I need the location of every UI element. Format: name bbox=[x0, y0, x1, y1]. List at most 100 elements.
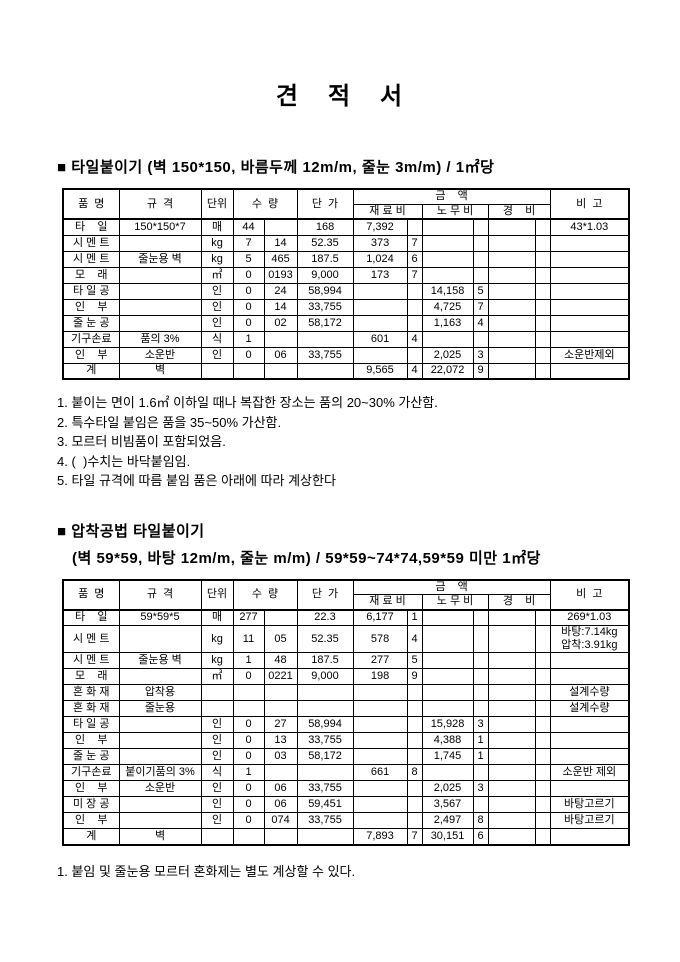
cell-qty-dec: 02 bbox=[263, 314, 298, 332]
cell-expense-dec bbox=[534, 218, 551, 236]
cell-expense bbox=[487, 684, 536, 701]
cell-remark: 설계수량 bbox=[549, 684, 630, 701]
cell-remark: 소운반제외 bbox=[549, 346, 630, 364]
cell-qty-int: 0 bbox=[232, 298, 265, 316]
cell-unit-price: 59,451 bbox=[296, 796, 354, 813]
cell-labor bbox=[421, 609, 474, 626]
cell-qty-dec: 48 bbox=[263, 652, 298, 669]
cell-unit-price: 33,755 bbox=[296, 346, 354, 364]
cell-item: 인 부 bbox=[62, 780, 120, 797]
cell-item: 줄 눈 공 bbox=[62, 748, 120, 765]
cell-labor: 2,025 bbox=[421, 780, 474, 797]
cell-remark bbox=[549, 362, 630, 380]
cell-spec: 150*150*7 bbox=[118, 218, 202, 236]
cell-unit-price bbox=[296, 684, 354, 701]
cell-labor-dec bbox=[472, 266, 489, 284]
section2-heading: ■ 압착공법 타일붙이기 bbox=[57, 522, 205, 540]
cell-material bbox=[352, 346, 408, 364]
cell-expense-dec bbox=[534, 625, 551, 653]
cell-expense-dec bbox=[534, 812, 551, 829]
cell-labor: 4,725 bbox=[421, 298, 474, 316]
table-row: 인 부 인 0 13 33,755 4,388 1 bbox=[62, 732, 630, 749]
col-header-qty: 수 량 bbox=[232, 579, 298, 610]
section2-subheading: (벽 59*59, 바탕 12m/m, 줄눈 m/m) / 59*59~74*7… bbox=[72, 549, 541, 567]
cell-labor-dec bbox=[472, 250, 489, 268]
table-row: 타 일 150*150*7 매 44 168 7,392 43*1.03 bbox=[62, 218, 630, 236]
cell-labor-dec: 3 bbox=[472, 780, 489, 797]
table-row: 계 벽 9,565 4 22,072 9 bbox=[62, 362, 630, 380]
cell-labor-dec bbox=[472, 668, 489, 685]
cell-unit-price bbox=[296, 330, 354, 348]
cell-unit-price: 58,994 bbox=[296, 282, 354, 300]
cell-labor: 22,072 bbox=[421, 362, 474, 380]
document-title: 견 적 서 bbox=[275, 84, 405, 110]
cell-expense bbox=[487, 330, 536, 348]
cell-material-dec: 5 bbox=[406, 652, 423, 669]
cell-item: 타 일 bbox=[62, 609, 120, 626]
table-row: 타 일 공 인 0 27 58,994 15,928 3 bbox=[62, 716, 630, 733]
cell-material-dec bbox=[406, 346, 423, 364]
cell-material-dec bbox=[406, 812, 423, 829]
table1-body: 타 일 150*150*7 매 44 168 7,392 43*1.03 시 멘 트 kg 7 14… bbox=[62, 218, 630, 380]
cell-qty-dec: 06 bbox=[263, 780, 298, 797]
cell-qty-dec bbox=[263, 684, 298, 701]
cell-remark: 소운반 제외 bbox=[549, 764, 630, 781]
estimate-table-1: 품 명 규 격 단위 수 량 단 가 금 액 비 고 재 료 비 노 무 비 경… bbox=[62, 188, 631, 380]
cell-expense bbox=[487, 764, 536, 781]
header-row-2: 재 료 비 노 무 비 경 비 bbox=[63, 203, 629, 220]
cell-labor-dec bbox=[472, 684, 489, 701]
cell-qty-dec: 05 bbox=[263, 625, 298, 653]
col-header-item: 품 명 bbox=[62, 188, 120, 220]
cell-item: 인 부 bbox=[62, 812, 120, 829]
cell-expense-dec bbox=[534, 330, 551, 348]
cell-qty-int: 0 bbox=[232, 732, 265, 749]
cell-unit: kg bbox=[200, 652, 234, 669]
col-header-remark: 비 고 bbox=[549, 188, 630, 220]
cell-qty-int: 0 bbox=[232, 314, 265, 332]
cell-qty-int: 0 bbox=[232, 748, 265, 765]
cell-material: 601 bbox=[352, 330, 408, 348]
cell-qty-int: 7 bbox=[232, 234, 265, 252]
cell-remark bbox=[549, 652, 630, 669]
cell-item: 계 bbox=[62, 828, 120, 845]
cell-expense bbox=[487, 314, 536, 332]
table-row: 혼 화 재 줄눈용 설계수량 bbox=[62, 700, 630, 717]
cell-expense bbox=[487, 298, 536, 316]
note-line: 5. 타일 규격에 따름 붙임 품은 아래에 따라 계상한다 bbox=[57, 473, 336, 488]
table-row: 줄 눈 공 인 0 03 58,172 1,745 1 bbox=[62, 748, 630, 765]
cell-material: 7,392 bbox=[352, 218, 408, 236]
cell-qty-int: 0 bbox=[232, 282, 265, 300]
cell-spec: 줄눈용 벽 bbox=[118, 250, 202, 268]
cell-expense bbox=[487, 266, 536, 284]
cell-labor-dec bbox=[472, 796, 489, 813]
cell-labor: 14,158 bbox=[421, 282, 474, 300]
cell-qty-dec bbox=[263, 362, 298, 380]
cell-remark bbox=[549, 330, 630, 348]
cell-item: 인 부 bbox=[62, 298, 120, 316]
cell-unit-price: 33,755 bbox=[296, 780, 354, 797]
cell-material-dec bbox=[406, 700, 423, 717]
cell-material-dec: 7 bbox=[406, 828, 423, 845]
cell-material-dec: 6 bbox=[406, 250, 423, 268]
cell-material bbox=[352, 700, 408, 717]
cell-material: 7,893 bbox=[352, 828, 408, 845]
cell-spec: 압착용 bbox=[118, 684, 202, 701]
cell-expense-dec bbox=[534, 668, 551, 685]
cell-qty-dec: 074 bbox=[263, 812, 298, 829]
cell-spec: 붙이기품의 3% bbox=[118, 764, 202, 781]
table-row: 타 일 공 인 0 24 58,994 14,158 5 bbox=[62, 282, 630, 300]
cell-expense-dec bbox=[534, 314, 551, 332]
cell-item: 줄 눈 공 bbox=[62, 314, 120, 332]
cell-qty-dec bbox=[263, 218, 298, 236]
cell-remark bbox=[549, 250, 630, 268]
cell-qty-dec bbox=[263, 764, 298, 781]
cell-material-dec: 4 bbox=[406, 362, 423, 380]
cell-labor bbox=[421, 625, 474, 653]
cell-labor-dec bbox=[472, 625, 489, 653]
cell-unit-price: 33,755 bbox=[296, 732, 354, 749]
cell-unit: ㎥ bbox=[200, 266, 234, 284]
cell-item: 시 멘 트 bbox=[62, 625, 120, 653]
cell-spec bbox=[118, 716, 202, 733]
cell-labor-dec: 7 bbox=[472, 298, 489, 316]
cell-qty-dec: 03 bbox=[263, 748, 298, 765]
